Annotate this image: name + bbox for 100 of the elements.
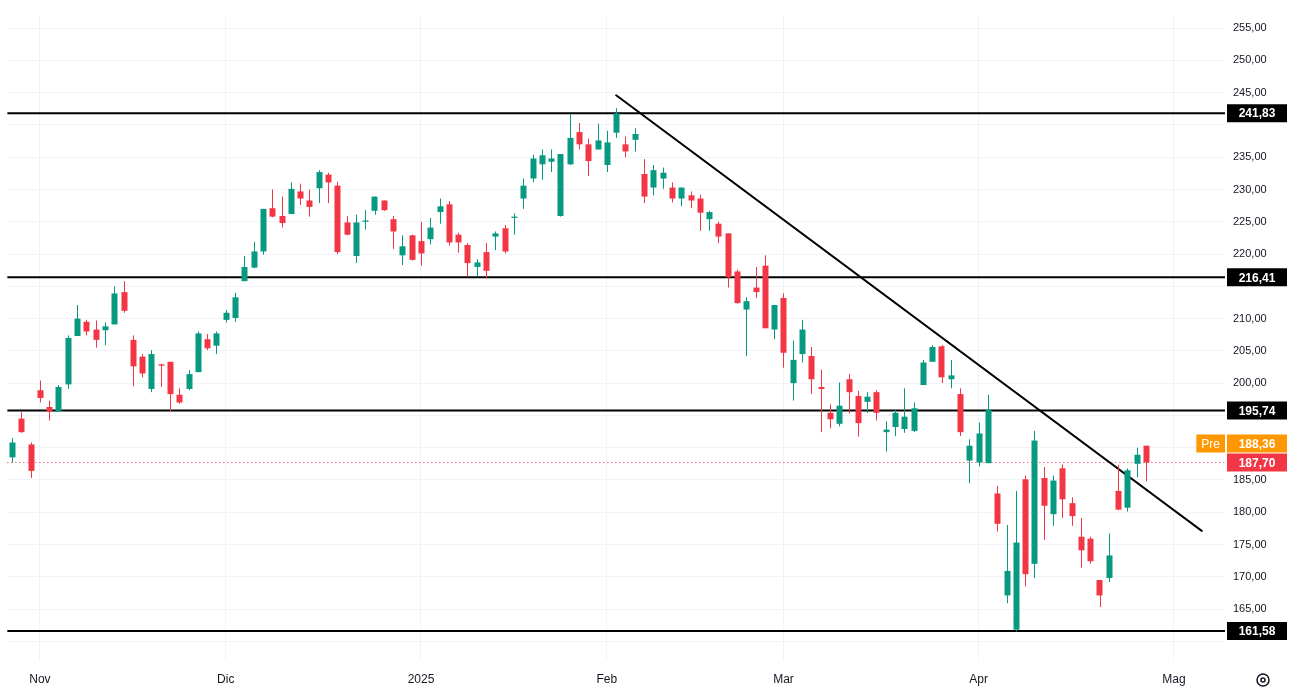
x-tick-label: Mar (773, 671, 794, 686)
candlestick (483, 242, 490, 280)
candlestick (576, 122, 583, 150)
y-tick-label: 185,00 (1233, 472, 1267, 485)
candlestick (911, 401, 918, 433)
candlestick (650, 164, 657, 196)
candlestick (613, 107, 620, 139)
y-tick-label: 250,00 (1233, 53, 1267, 66)
candlestick (948, 359, 955, 389)
y-tick-label: 205,00 (1233, 343, 1267, 356)
text: 188,36 (1238, 436, 1276, 451)
candlestick (836, 381, 843, 427)
candlestick (706, 210, 713, 232)
candlestick (632, 127, 639, 152)
candlestick (920, 359, 927, 386)
ref-line-label: 241,83 (1238, 106, 1276, 121)
y-tick-label: 225,00 (1233, 214, 1267, 227)
candlestick (697, 194, 704, 232)
candlestick (743, 296, 750, 357)
candlestick (492, 230, 499, 251)
candlestick (316, 169, 323, 204)
candlestick (808, 346, 815, 395)
candlestick (864, 391, 871, 414)
ref-line-label: 195,74 (1238, 403, 1276, 418)
candlestick (121, 280, 128, 314)
candlestick (966, 438, 973, 484)
candlestick (427, 217, 434, 245)
candlestick (1106, 533, 1113, 583)
candlestick (585, 138, 592, 177)
candlestick (241, 255, 248, 282)
y-tick-label: 170,00 (1233, 569, 1267, 582)
candlestick (818, 369, 825, 433)
candlestick (539, 148, 546, 181)
y-tick-label: 175,00 (1233, 537, 1267, 550)
candlestick (306, 189, 313, 218)
y-tick-label: 235,00 (1233, 150, 1267, 163)
candlestick (18, 411, 25, 434)
candlestick (595, 123, 602, 150)
candlestick (827, 403, 834, 429)
x-tick-label: Nov (29, 671, 51, 686)
y-tick-label: 220,00 (1233, 247, 1267, 260)
candlestick (790, 340, 797, 402)
candlestick (139, 353, 146, 378)
annotation: Pre (1201, 436, 1221, 451)
candlestick (93, 320, 100, 349)
candlestick (530, 154, 537, 183)
candlestick (1134, 447, 1141, 478)
candlestick (418, 221, 425, 267)
candlestick (325, 172, 332, 204)
candlestick (362, 209, 369, 231)
candlestick (1115, 464, 1122, 511)
candlestick (297, 183, 304, 206)
candlestick (232, 292, 239, 323)
candlestick (269, 189, 276, 218)
candlestick (873, 389, 880, 422)
x-tick-label: Apr (969, 671, 989, 686)
ref-line-label: 216,41 (1238, 270, 1276, 285)
ref-line-label: 187,70 (1238, 455, 1276, 470)
candlestick (213, 330, 220, 355)
candlestick (9, 437, 16, 464)
candlestick (1069, 496, 1076, 527)
candlestick (399, 234, 406, 266)
candlestick (74, 304, 81, 337)
candlestick (1078, 517, 1085, 569)
candlestick (1087, 536, 1094, 565)
y-tick-label: 180,00 (1233, 505, 1267, 518)
candlestick (37, 380, 44, 403)
candlestick (251, 241, 258, 269)
ref-line-label: 161,58 (1238, 624, 1276, 639)
y-tick-label: 245,00 (1233, 85, 1267, 98)
candlestick (669, 181, 676, 203)
y-tick-label: 165,00 (1233, 602, 1267, 615)
candlestick (641, 158, 648, 204)
candlestick (46, 400, 53, 422)
candlestick (464, 242, 471, 278)
candlestick (715, 221, 722, 244)
candlestick (520, 178, 527, 210)
candlestick (1096, 579, 1103, 608)
candlestick (660, 167, 667, 190)
x-tick-label: Feb (596, 671, 618, 686)
candlestick (901, 387, 908, 434)
x-tick-label: 2025 (407, 671, 435, 686)
y-tick-label: 210,00 (1233, 311, 1267, 324)
y-tick-label: 200,00 (1233, 376, 1267, 389)
candlestick (455, 232, 462, 254)
candlestick (437, 198, 444, 225)
x-tick-label: Dic (217, 671, 235, 686)
candlestick (502, 224, 509, 254)
candlestick (892, 409, 899, 437)
candlestick (604, 130, 611, 173)
candlestick (846, 373, 853, 414)
y-tick-label: 230,00 (1233, 182, 1267, 195)
candlestick (102, 321, 109, 346)
candlestick (390, 215, 397, 250)
x-tick-label: Mag (1162, 671, 1186, 686)
candlestick (186, 369, 193, 391)
candlestick (279, 196, 286, 229)
candlestick (622, 136, 629, 158)
y-tick-label: 255,00 (1233, 21, 1267, 34)
candlestick (548, 148, 555, 173)
